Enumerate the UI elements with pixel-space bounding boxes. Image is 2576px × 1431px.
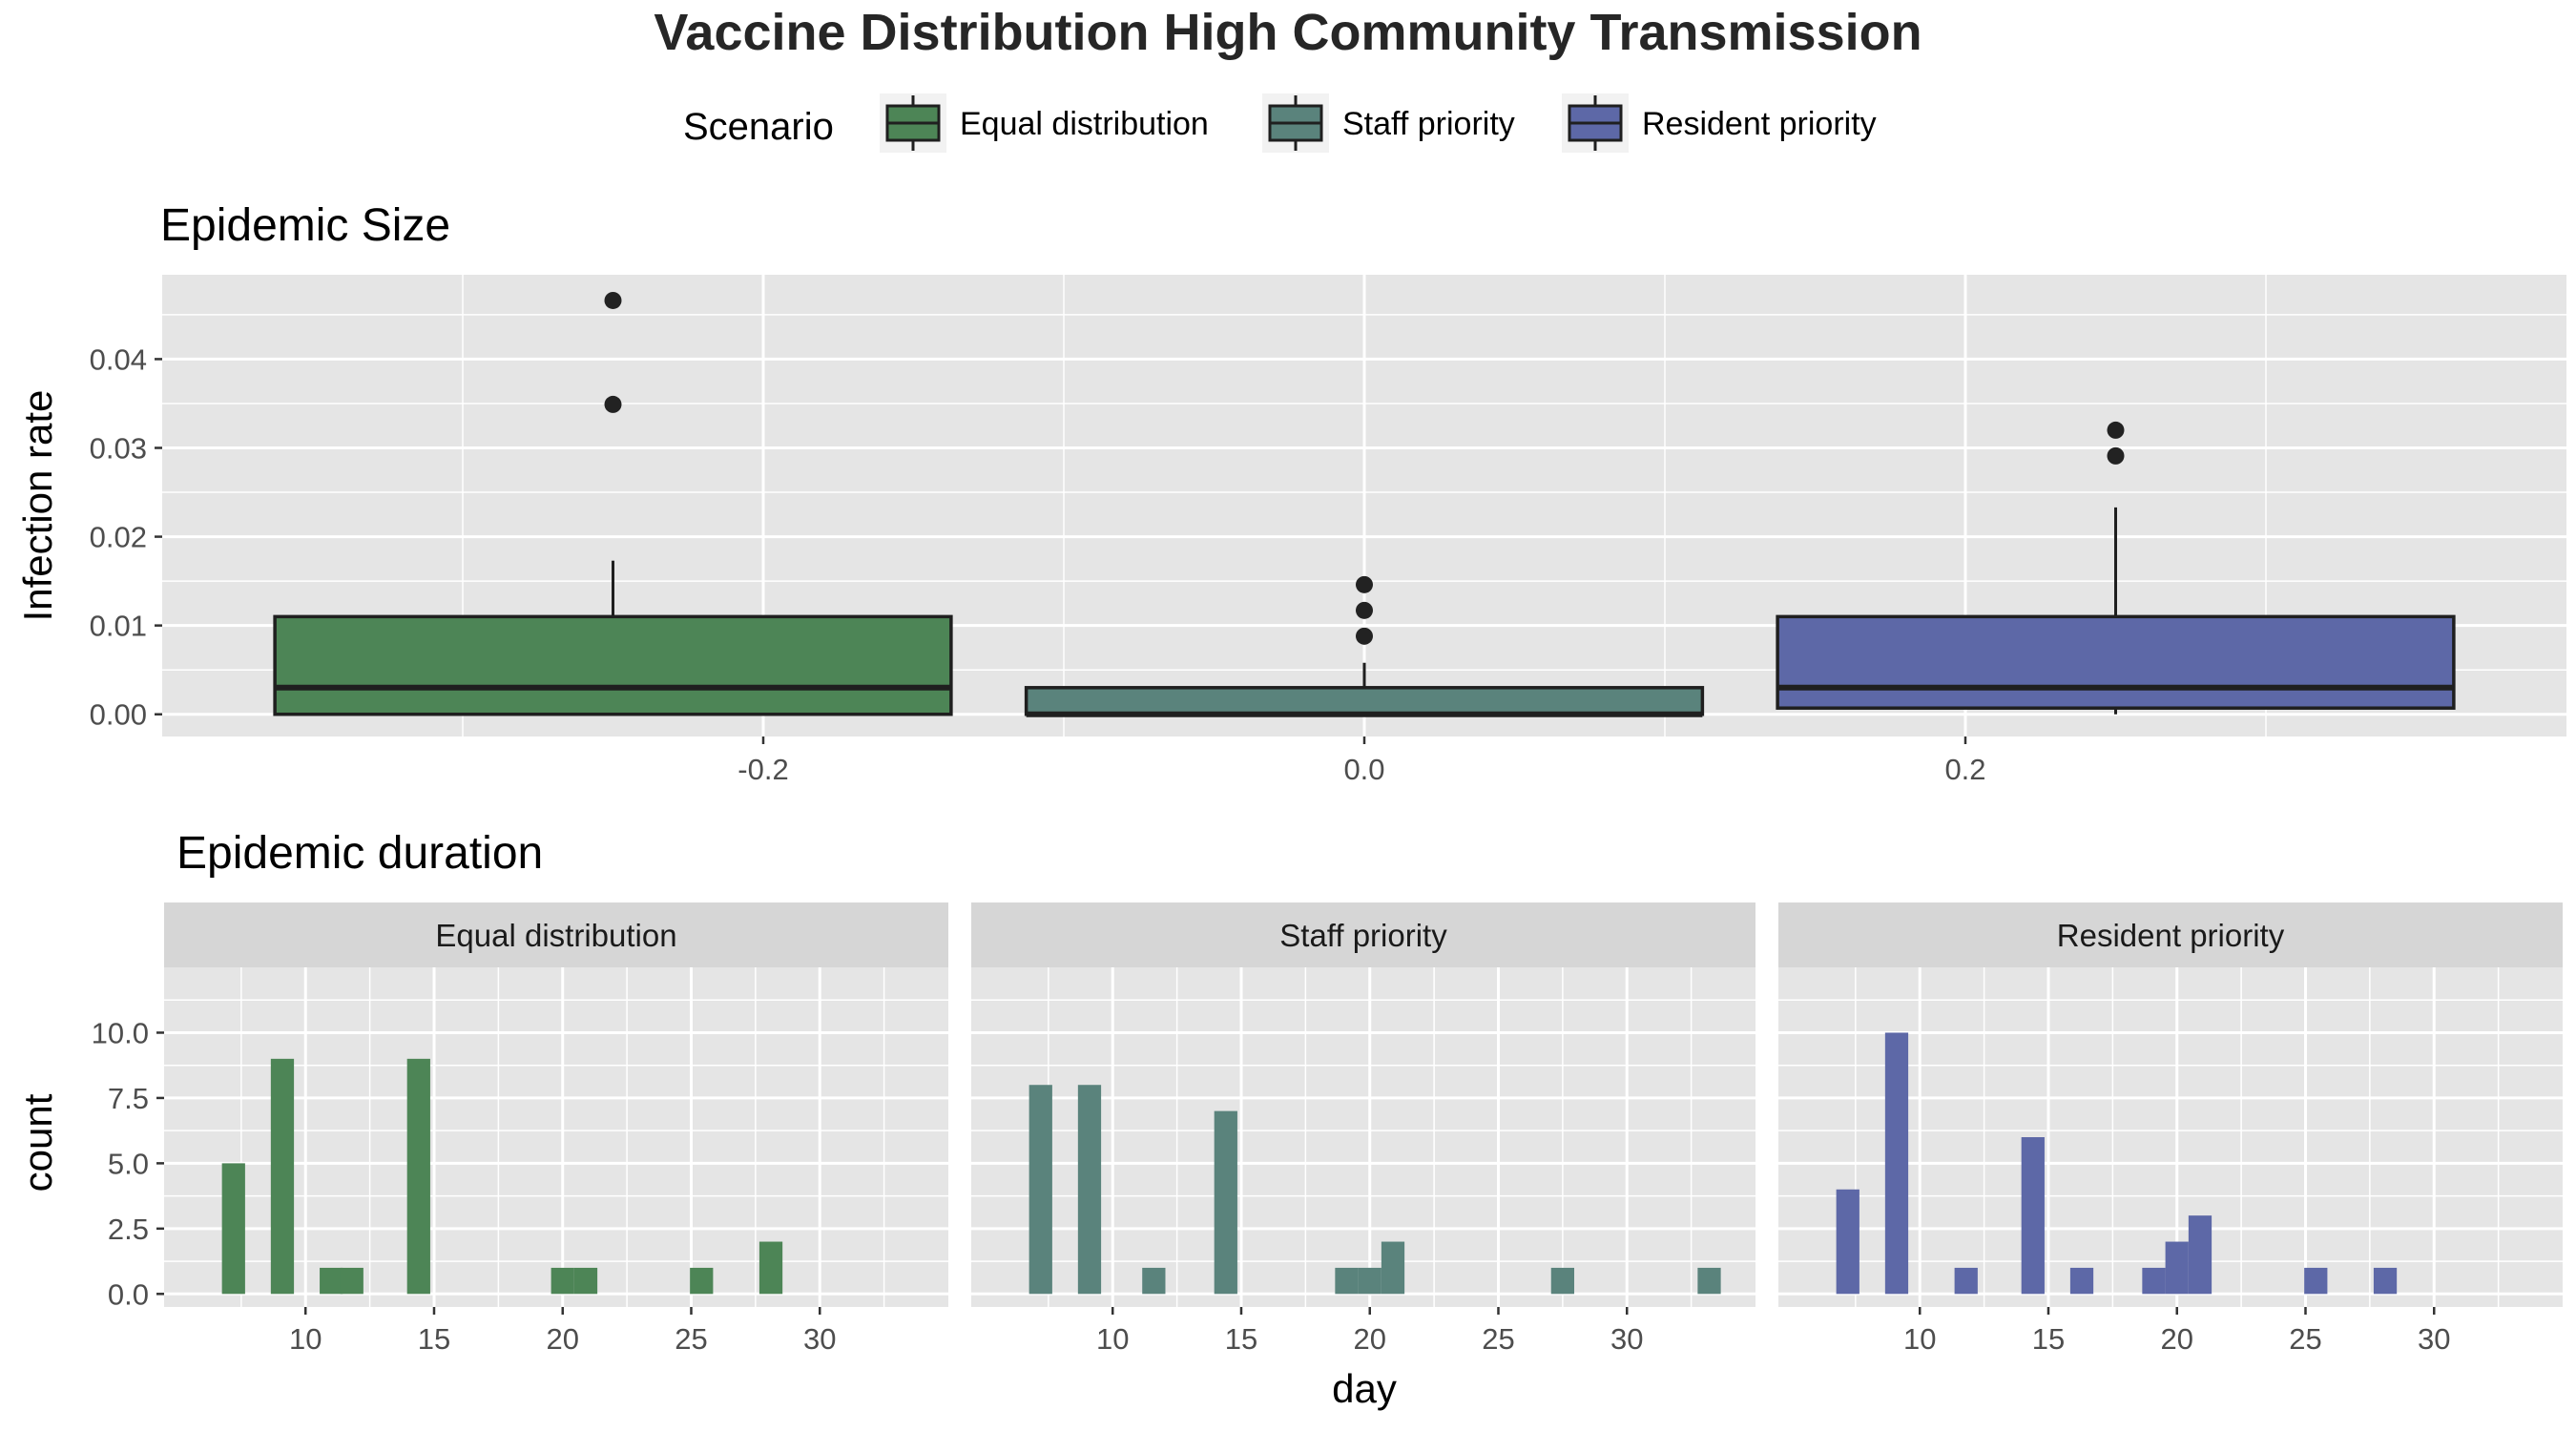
y-tick-label: 10.0 (92, 1016, 149, 1049)
epidemic-size-title: Epidemic Size (160, 200, 450, 251)
epidemic-duration-title: Epidemic duration (177, 828, 543, 879)
histogram-bar (2165, 1241, 2189, 1295)
histogram-bar (1954, 1267, 1978, 1295)
facet-strip (164, 902, 948, 967)
histogram-bar (1142, 1267, 1166, 1295)
facet-panel-background (164, 967, 948, 1307)
box-body (1024, 686, 1705, 716)
facet-strip (971, 902, 1755, 967)
x-tick-label: 15 (418, 1322, 450, 1356)
histogram-bar (1335, 1267, 1359, 1295)
facet-strip-label: Equal distribution (435, 918, 676, 953)
histogram-bar (1884, 1032, 1909, 1295)
x-tick-label: 30 (803, 1322, 836, 1356)
x-tick-label: 20 (2160, 1322, 2192, 1356)
x-tick-label: 0.0 (1343, 753, 1384, 786)
infection-rate-axis-title: Infection rate (15, 390, 60, 622)
histogram-bar (551, 1267, 574, 1295)
legend-label: Equal distribution (960, 106, 1209, 142)
legend-label: Resident priority (1642, 106, 1877, 142)
histogram-facets: Equal distribution 0.0 2.5 5.0 7.5 10.0 10 15 20… (92, 902, 2563, 1356)
histogram-bar (1214, 1110, 1237, 1295)
histogram-bar (1077, 1085, 1102, 1295)
facet-staff-priority: Staff priority 10 15 20 25 30 (971, 902, 1755, 1356)
chart-title: Vaccine Distribution High Community Tran… (654, 4, 1922, 61)
x-tick-label: 25 (675, 1322, 707, 1356)
x-tick-label: 25 (1482, 1322, 1514, 1356)
histogram-bar (2142, 1267, 2166, 1295)
histogram-bar (221, 1163, 245, 1295)
histogram-bar (2021, 1137, 2045, 1295)
y-tick-label: 7.5 (108, 1082, 149, 1115)
x-tick-label: 10 (1096, 1322, 1129, 1356)
x-tick-label: 25 (2289, 1322, 2321, 1356)
epidemic-duration-panel: Epidemic duration count day Equal distri… (15, 828, 2563, 1411)
legend-label: Staff priority (1342, 106, 1515, 142)
box-body (1776, 614, 2456, 710)
histogram-bar (406, 1058, 430, 1295)
box-outlier-point (604, 395, 622, 413)
histogram-bar (690, 1267, 714, 1295)
x-tick-label: 0.2 (1944, 753, 1985, 786)
facet-strip-label: Staff priority (1279, 918, 1447, 953)
facet-panel-background (971, 967, 1755, 1307)
box-plot: 0.00 0.01 0.02 0.03 0.04 -0.2 0.0 0.2 (90, 275, 2566, 786)
box-outlier-point (2107, 446, 2125, 465)
y-tick-label: 0.0 (108, 1277, 149, 1311)
histogram-bar (1836, 1189, 1859, 1295)
y-tick-label: 0.00 (90, 698, 147, 732)
histogram-bar (2373, 1267, 2398, 1295)
facet-equal-distribution: Equal distribution 0.0 2.5 5.0 7.5 10.0 10 15 20… (92, 902, 948, 1356)
x-tick-label: 10 (289, 1322, 322, 1356)
y-tick-label: 5.0 (108, 1147, 149, 1180)
box-outlier-point (1356, 575, 1373, 593)
box-outlier-point (604, 291, 622, 309)
box-outlier-point (1356, 627, 1373, 645)
x-tick-label: 10 (1903, 1322, 1936, 1356)
y-tick-label: 2.5 (108, 1213, 149, 1246)
histogram-bar (320, 1267, 343, 1295)
box-outlier-point (1356, 601, 1373, 619)
x-tick-label: 30 (1610, 1322, 1643, 1356)
box-body (273, 614, 953, 716)
y-tick-label: 0.03 (90, 432, 147, 466)
x-tick-label: 15 (1225, 1322, 1257, 1356)
histogram-bar (1028, 1085, 1052, 1295)
legend-keys: Equal distribution Staff priority Resident… (880, 93, 1877, 153)
box-outlier-point (2107, 421, 2125, 439)
y-tick-label: 0.02 (90, 521, 147, 554)
epidemic-size-panel: Epidemic Size Infection rate 0.000.010.0… (15, 200, 2566, 786)
y-tick-label: 0.01 (90, 610, 147, 643)
x-tick-label: 20 (546, 1322, 578, 1356)
legend-title: Scenario (683, 106, 834, 148)
histogram-bar (1381, 1241, 1405, 1295)
histogram-bar (340, 1267, 364, 1295)
histogram-bar (2304, 1267, 2328, 1295)
x-tick-label: 30 (2418, 1322, 2450, 1356)
x-tick-label: 15 (2032, 1322, 2065, 1356)
histogram-bar (1697, 1267, 1721, 1295)
histogram-bar (573, 1267, 598, 1295)
histogram-bar (2069, 1267, 2094, 1295)
y-tick-label: 0.04 (90, 342, 147, 376)
count-axis-title: count (15, 1093, 60, 1192)
facet-strip (1778, 902, 2563, 967)
facet-strip-label: Resident priority (2057, 918, 2285, 953)
histogram-bar (758, 1241, 783, 1295)
x-tick-label: -0.2 (737, 753, 788, 786)
histogram-bar (1550, 1267, 1574, 1295)
histogram-bar (2188, 1215, 2212, 1295)
histogram-bar (1358, 1267, 1381, 1295)
x-tick-label: 20 (1353, 1322, 1385, 1356)
legend: Scenario Equal distribution Staff priorit… (683, 93, 1877, 153)
day-axis-title: day (1332, 1366, 1397, 1411)
facet-resident-priority: Resident priority 10 15 20 25 30 (1778, 902, 2563, 1356)
histogram-bar (270, 1058, 295, 1295)
